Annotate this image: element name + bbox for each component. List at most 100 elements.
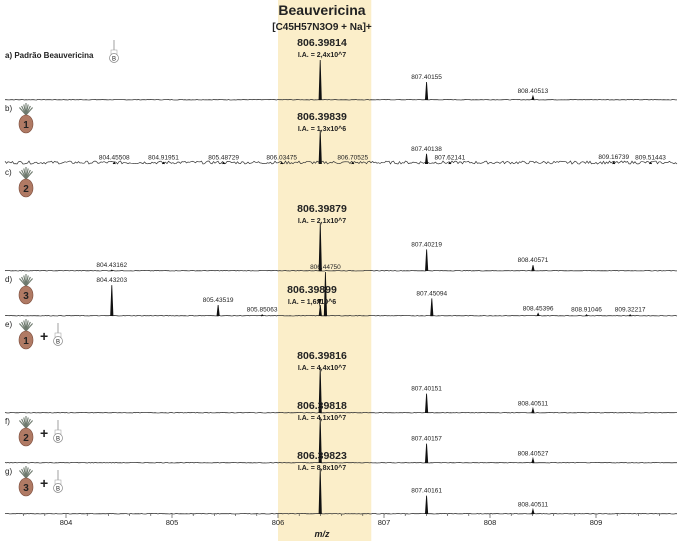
peak-label: 808.40513 (518, 88, 549, 95)
peak (536, 312, 540, 317)
baseline-trace (5, 98, 677, 101)
spectrum-panel-g: 807.40161 808.40511 806.39823 I.A. = 8,8x10… (4, 450, 678, 515)
peak (425, 249, 429, 272)
peak (110, 285, 114, 317)
chart-formula: [C45H57N3O9 + Na]+ (272, 22, 372, 33)
x-tick-label: 808 (484, 518, 497, 527)
intensity-label: I.A. = 2,4x10^7 (298, 51, 346, 59)
spectrum-panel-d: 806.44750 804.43203 805.43519 805.85063 807.… (4, 264, 678, 317)
x-tick-label: 806 (272, 518, 285, 527)
peak (424, 81, 429, 101)
peak (260, 314, 264, 317)
peak-label: 808.40511 (518, 400, 549, 407)
baseline-trace (4, 411, 678, 414)
peak (430, 298, 434, 317)
peak (531, 94, 535, 101)
panel-label: a) Padrão Beauvericina (5, 51, 94, 60)
peak-label: 805.48729 (208, 154, 239, 161)
peak (323, 271, 328, 317)
peak (628, 314, 632, 317)
peak (531, 406, 535, 414)
plus-sign: + (40, 328, 48, 344)
intensity-label: I.A. = 4,4x10^7 (298, 364, 346, 372)
baseline-trace (4, 160, 678, 165)
plus-sign: + (40, 475, 48, 491)
panel-label: c) (5, 168, 12, 177)
spectrum-panel-c: 807.40219 808.40571 804.43162 806.39879 I.A.… (4, 167, 677, 272)
peak-label: 807.40155 (411, 74, 442, 81)
panel-label: g) (5, 467, 12, 476)
peak-label: 807.45094 (416, 290, 447, 297)
peak (110, 269, 114, 272)
intensity-label: I.A. = 1,6x10^6 (288, 298, 336, 306)
vial-icon: B (53, 420, 63, 443)
peak (585, 314, 589, 317)
pineapple-icon: 2 (18, 167, 34, 198)
chart-title: Beauvericina (278, 2, 365, 18)
x-tick-label: 807 (378, 518, 391, 527)
peak-label: 808.91046 (571, 307, 602, 314)
panel-label: b) (5, 104, 12, 113)
arrow-head-icon (317, 299, 322, 304)
x-tick-label: 809 (590, 518, 603, 527)
intensity-label: I.A. = 4,1x10^7 (298, 414, 346, 422)
peak (448, 161, 452, 165)
peak (222, 161, 226, 165)
vial-icon: B (53, 323, 63, 346)
plus-sign: + (40, 425, 48, 441)
peak (318, 59, 322, 101)
sample-number: 2 (23, 433, 29, 444)
pineapple-icon: 1 (18, 103, 34, 134)
intensity-label: I.A. = 8,8x10^7 (298, 464, 346, 472)
peak (531, 507, 535, 515)
baseline-trace (4, 512, 678, 515)
peak (112, 161, 116, 165)
peak-label: 805.43519 (203, 297, 234, 304)
peak-label: 807.40161 (411, 488, 442, 495)
vial-letter: B (56, 437, 60, 443)
peak-label: 806.44750 (310, 264, 341, 271)
intensity-label: I.A. = 1,3x10^6 (298, 125, 346, 133)
peak (649, 161, 653, 165)
spectrum-panel-f: 807.40157 808.40527 806.39818 I.A. = 4,1x10… (4, 400, 677, 464)
vial-letter: B (112, 57, 116, 63)
peak (318, 366, 322, 414)
peak-label: 809.51443 (635, 154, 666, 161)
peak (424, 153, 429, 165)
main-peak-mz: 806.39823 (297, 450, 347, 462)
peak (318, 304, 322, 317)
sample-number: 1 (23, 120, 29, 131)
baseline-trace (4, 269, 677, 272)
pineapple-icon: 2 (18, 416, 34, 447)
peak (612, 161, 616, 165)
peak (318, 416, 322, 464)
main-peak-mz: 806.39818 (297, 400, 347, 412)
peak-label: 804.45508 (99, 154, 130, 161)
peak (318, 467, 322, 515)
peak (318, 222, 322, 272)
spectrum-panel-a: 807.40155 808.40513 806.39814 I.A. = 2,4x10… (5, 37, 677, 101)
main-peak-mz: 806.39899 (287, 284, 337, 296)
spectrum-panel-e: 807.40151 808.40511 806.39816 I.A. = 4,4x10… (4, 319, 678, 414)
peak-label: 806.03475 (266, 154, 297, 161)
peak-label: 807.40138 (411, 146, 442, 153)
arrow-icon (318, 301, 321, 308)
peak (216, 304, 220, 317)
peak (318, 129, 322, 165)
peak-label: 804.91951 (148, 154, 179, 161)
panel-label: e) (5, 320, 12, 329)
x-tick-label: 805 (166, 518, 179, 527)
x-axis-label: m/z (314, 529, 330, 539)
peak (424, 495, 429, 515)
panel-label: f) (5, 417, 10, 426)
peak (531, 456, 535, 464)
main-peak-mz: 806.39879 (297, 203, 347, 215)
peak (424, 393, 429, 414)
pineapple-icon: 3 (18, 466, 34, 497)
spectrum-panel-b: 807.40138 804.45508 804.91951 805.48729 806.… (4, 103, 678, 165)
pineapple-icon: 3 (18, 274, 34, 305)
vial-letter: B (56, 340, 60, 346)
sample-number: 1 (23, 336, 29, 347)
peak-label: 808.40571 (518, 257, 549, 264)
